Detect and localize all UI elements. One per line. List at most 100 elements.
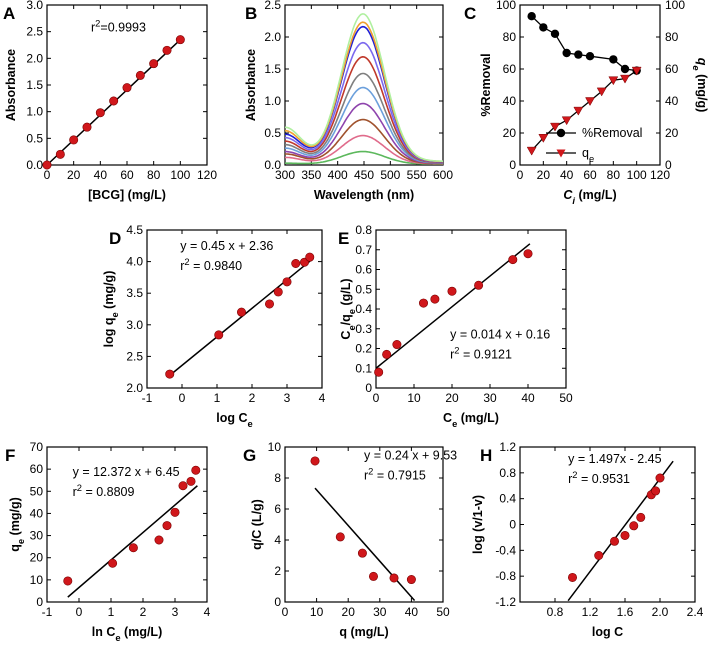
data-point: [335, 532, 345, 542]
y-tick-label: 0.4: [355, 302, 372, 316]
x-tick-label: -1: [142, 391, 153, 405]
data-point: [264, 299, 274, 309]
plot-frame: [146, 229, 323, 389]
data-point: [108, 558, 118, 568]
x-tick-label: 100: [627, 168, 647, 182]
removal-point: [562, 48, 571, 58]
data-point: [291, 258, 301, 268]
data-point: [128, 543, 138, 553]
y-axis-label: log qe (mg/g): [102, 271, 120, 348]
data-point: [282, 277, 292, 287]
x-tick-label: 40: [521, 391, 535, 405]
data-point: [389, 573, 399, 583]
x-tick-label: 20: [445, 391, 459, 405]
y-tick-label: 0.7: [355, 243, 372, 257]
x-tick-label: 60: [583, 168, 597, 182]
y-tick-label: 3.0: [126, 318, 143, 332]
x-tick-label: 0: [179, 391, 186, 405]
x-tick-label: 4: [319, 391, 326, 405]
plot-frame: [375, 229, 567, 389]
x-tick-label: 120: [197, 168, 217, 182]
y-tick-label: 10: [30, 573, 44, 587]
y-tick-label: 6: [274, 502, 281, 516]
x-tick-label: 350: [301, 168, 321, 182]
x-tick-label: 40: [560, 168, 574, 182]
data-point: [523, 249, 533, 259]
y2-tick-label: 20: [665, 126, 679, 140]
data-point: [191, 465, 201, 475]
data-point: [214, 330, 224, 340]
y-tick-label: 0.5: [26, 131, 43, 145]
data-point: [55, 149, 65, 159]
legend-label: %Removal: [582, 126, 642, 140]
x-tick-label: 500: [380, 168, 400, 182]
data-point: [162, 45, 172, 55]
r-squared: r2=0.9993: [91, 19, 146, 35]
y-axis-label: qe (mg/g): [8, 497, 26, 552]
qe-line: [531, 70, 638, 152]
spectrum-line: [284, 25, 444, 163]
y-tick-label: 0: [274, 595, 281, 609]
y-tick-label: 100: [496, 0, 516, 12]
x-tick-label: 1.2: [582, 605, 599, 619]
qe-point: [526, 146, 537, 156]
y-tick-label: 0.0: [26, 158, 43, 172]
y-tick-label: 0.1: [355, 361, 372, 375]
data-point: [178, 481, 188, 491]
data-point: [508, 255, 518, 265]
qe-point: [585, 97, 595, 107]
x-tick-label: 0.8: [547, 605, 564, 619]
y-tick-label: -1.2: [495, 595, 516, 609]
data-point: [620, 530, 630, 540]
r-squared: r2 = 0.8809: [73, 483, 135, 499]
data-point: [122, 83, 132, 93]
y-tick-label: 0.4: [499, 492, 516, 506]
data-point: [165, 369, 175, 379]
data-point: [392, 340, 402, 350]
fit-line: [375, 243, 531, 369]
x-tick-label: 1: [108, 605, 115, 619]
plot-frame: [284, 4, 444, 166]
y-tick-label: 0: [36, 595, 43, 609]
y-tick-label: 60: [30, 462, 44, 476]
x-tick-label: 4: [204, 605, 211, 619]
y-axis-label: Ce/qe (g/L): [339, 278, 357, 339]
x-tick-label: 550: [407, 168, 427, 182]
data-point: [629, 521, 639, 531]
x-tick-label: 3: [172, 605, 179, 619]
y-tick-label: 2.5: [26, 25, 43, 39]
qe-point: [631, 66, 642, 76]
data-point: [447, 286, 457, 296]
y-tick-label: 4: [274, 533, 281, 547]
y-tick-label: 50: [30, 484, 44, 498]
spectrum-line: [285, 150, 443, 165]
y-tick-label: 2: [274, 564, 281, 578]
x-axis-label: log Ce: [216, 411, 252, 429]
y-tick-label: 60: [503, 62, 517, 76]
plot-frame: [519, 446, 696, 603]
spectrum-line: [285, 41, 443, 163]
y-tick-label: 1.5: [264, 62, 281, 76]
y-tick-label: 0.2: [355, 342, 372, 356]
x-tick-label: 80: [147, 168, 161, 182]
y2-tick-label: 100: [665, 0, 685, 12]
x-tick-label: 40: [405, 605, 419, 619]
removal-point: [527, 12, 536, 21]
data-point: [69, 135, 79, 145]
data-point: [273, 287, 283, 297]
panel-label-d: D: [109, 229, 121, 248]
data-point: [170, 507, 180, 517]
legend-label: qe: [582, 146, 594, 164]
x-tick-label: 20: [537, 168, 551, 182]
data-point: [237, 307, 247, 317]
y-tick-label: 4.0: [126, 255, 143, 269]
x-axis-label: Wavelength (nm): [314, 188, 414, 202]
y-tick-label: 20: [30, 551, 44, 565]
panel-c: 0 20 40 60 80 100 120020406080100C020406080100…: [464, 0, 709, 206]
y-tick-label: 3.0: [26, 0, 43, 12]
y-tick-label: 0: [365, 381, 372, 395]
removal-point: [609, 55, 618, 64]
y-tick-label: 0.8: [355, 223, 372, 237]
y-tick-label: 4.5: [126, 223, 143, 237]
fit-line: [67, 485, 198, 598]
